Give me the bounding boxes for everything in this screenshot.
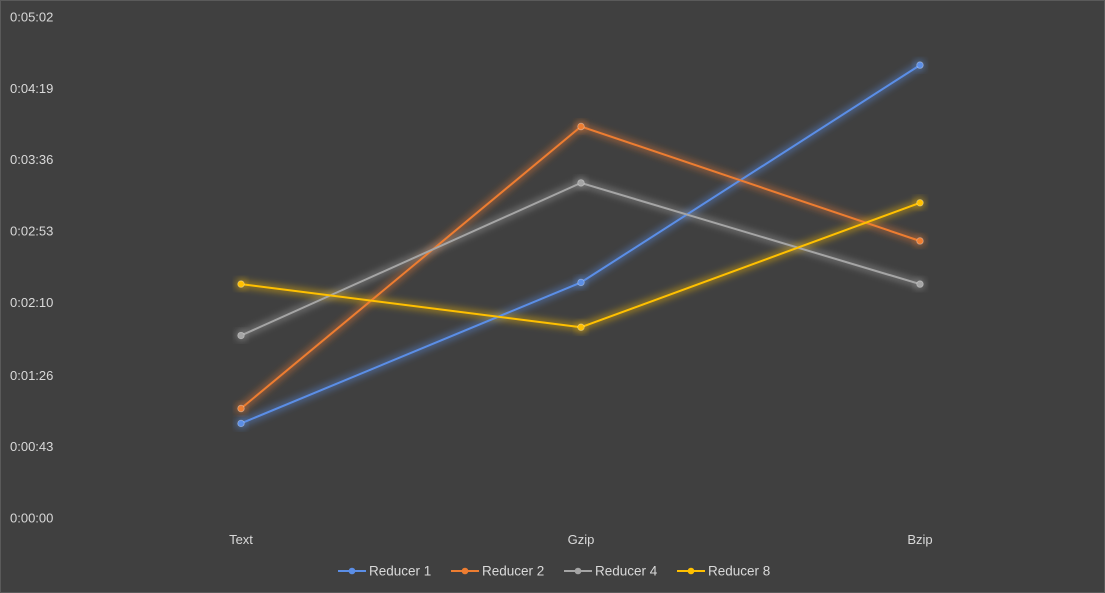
y-tick-label: 0:02:10 bbox=[10, 295, 53, 310]
y-tick-label: 0:05:02 bbox=[10, 10, 53, 25]
data-point-reducer-8 bbox=[577, 323, 585, 331]
data-point-reducer-8 bbox=[237, 280, 245, 288]
legend-item-reducer-2: Reducer 2 bbox=[451, 564, 544, 579]
legend-label: Reducer 2 bbox=[482, 564, 544, 579]
y-tick-label: 0:01:26 bbox=[10, 368, 53, 383]
legend-item-reducer-4: Reducer 4 bbox=[564, 564, 658, 579]
series-reducer-1 bbox=[237, 61, 924, 428]
data-point-reducer-4 bbox=[237, 331, 245, 340]
legend-label: Reducer 4 bbox=[595, 564, 658, 579]
series-reducer-4 bbox=[237, 179, 924, 340]
series-glow-layer bbox=[235, 59, 926, 430]
x-axis-tick-labels: Text Gzip Bzip bbox=[229, 532, 933, 547]
legend-marker bbox=[574, 567, 582, 575]
y-tick-label: 0:00:00 bbox=[10, 511, 53, 526]
data-point-reducer-1 bbox=[916, 61, 924, 69]
data-point-reducer-2 bbox=[916, 237, 924, 245]
data-point-reducer-2 bbox=[237, 404, 245, 413]
y-axis-tick-labels: 0:00:00 0:00:43 0:01:26 0:02:10 0:02:53 0:03:… bbox=[10, 10, 53, 526]
series-reducer-8 bbox=[237, 199, 924, 331]
legend-marker bbox=[687, 567, 695, 575]
data-point-reducer-2 bbox=[577, 122, 585, 131]
legend: Reducer 1 Reducer 2 Reducer 4 Reducer 8 bbox=[338, 564, 770, 579]
series-line-reducer-2 bbox=[240, 125, 921, 410]
y-tick-label: 0:00:43 bbox=[10, 439, 53, 454]
legend-marker bbox=[461, 567, 469, 575]
series-line-reducer-1 bbox=[240, 64, 921, 425]
data-point-reducer-8 bbox=[916, 199, 924, 207]
series-glow-reducer-2 bbox=[238, 122, 922, 412]
data-point-reducer-4 bbox=[916, 280, 924, 288]
series-reducer-2 bbox=[237, 122, 924, 413]
data-point-reducer-1 bbox=[237, 419, 245, 428]
data-point-reducer-4 bbox=[577, 179, 585, 187]
data-point-reducer-1 bbox=[577, 278, 585, 287]
series-glow-reducer-8 bbox=[240, 199, 922, 331]
legend-item-reducer-1: Reducer 1 bbox=[338, 564, 431, 579]
series-line-reducer-8 bbox=[240, 201, 921, 329]
x-tick-label: Gzip bbox=[568, 532, 595, 547]
x-tick-label: Text bbox=[229, 532, 253, 547]
series-glow-reducer-1 bbox=[239, 62, 922, 427]
series-lines bbox=[237, 61, 924, 428]
legend-label: Reducer 8 bbox=[708, 564, 770, 579]
y-tick-label: 0:02:53 bbox=[10, 224, 53, 239]
legend-item-reducer-8: Reducer 8 bbox=[677, 564, 770, 579]
y-tick-label: 0:04:19 bbox=[10, 81, 53, 96]
legend-label: Reducer 1 bbox=[369, 564, 431, 579]
y-tick-label: 0:03:36 bbox=[10, 152, 53, 167]
legend-marker bbox=[348, 567, 356, 575]
x-tick-label: Bzip bbox=[907, 532, 932, 547]
